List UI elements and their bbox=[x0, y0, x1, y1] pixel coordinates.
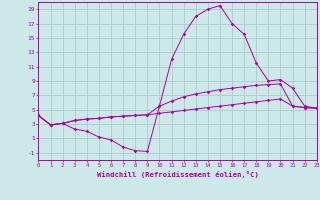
X-axis label: Windchill (Refroidissement éolien,°C): Windchill (Refroidissement éolien,°C) bbox=[97, 171, 259, 178]
